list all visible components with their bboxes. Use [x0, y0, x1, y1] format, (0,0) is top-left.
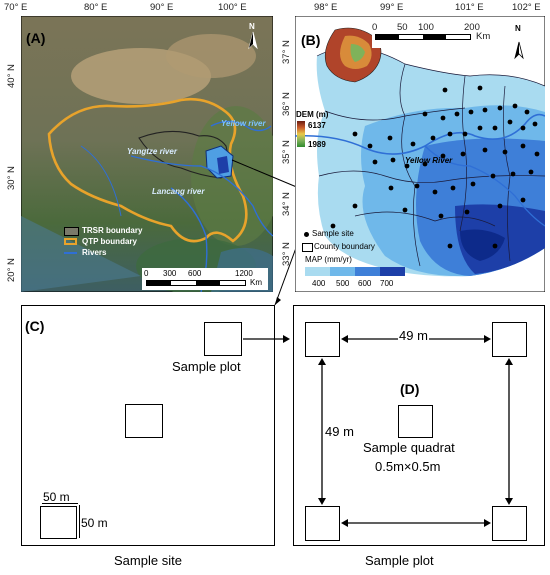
scale-unit: Km [250, 278, 262, 287]
qtp-legend-label: QTP boundary [82, 237, 137, 246]
rivers-legend-label: Rivers [82, 248, 107, 257]
scale-tick: 600 [188, 269, 202, 278]
panel-a-label: (A) [26, 30, 46, 46]
scale-tick: 0 [372, 22, 378, 33]
map-tick: 700 [380, 279, 394, 288]
dimension-height-label: 50 m [81, 516, 108, 530]
scale-tick: 0 [144, 269, 149, 278]
quadrat-box [492, 322, 527, 357]
dem-colorbar [297, 121, 305, 147]
panel-c-label: (C) [25, 318, 45, 334]
panel-b-scalebar: 0 50 100 200 Km [372, 22, 492, 48]
precip-zone-max [460, 229, 505, 261]
scale-tick: 50 [397, 22, 408, 33]
yellow-river [210, 120, 272, 132]
scale-tick: 1200 [235, 269, 253, 278]
panel-b-north-label: N [515, 24, 521, 33]
horizontal-distance-label: 49 m [398, 328, 429, 343]
north-arrow [248, 31, 258, 50]
panel-b-top-tick: 101° E [455, 2, 484, 13]
vegetation-area [191, 106, 273, 246]
panel-b-top-tick: 99° E [380, 2, 404, 13]
north-label: N [249, 22, 255, 31]
quadrat-size-label: 0.5m×0.5m [375, 459, 441, 474]
panel-a-top-tick: 70° E [4, 2, 28, 13]
panel-d-label: (D) [400, 381, 420, 397]
panel-b-top-tick: 98° E [314, 2, 338, 13]
panel-a-scalebar: 0 300 600 1200 Km [142, 268, 268, 290]
sample-site-legend-dot [304, 232, 309, 237]
panel-b-label: (B) [301, 32, 321, 48]
dem-min: 1989 [308, 140, 326, 149]
scale-unit: Km [476, 31, 491, 42]
panel-b-north-arrow [514, 41, 524, 60]
vertical-distance-label: 49 m [325, 424, 354, 439]
county-legend-swatch [302, 243, 313, 252]
panel-a-top-tick: 90° E [150, 2, 174, 13]
quadrat-box [305, 506, 340, 541]
panel-d-caption: Sample plot [365, 553, 434, 568]
quadrat-box [398, 405, 433, 438]
sample-plot-label: Sample plot [172, 359, 241, 374]
sample-plot-frame [293, 305, 545, 546]
panel-b-top-tick: 102° E [512, 2, 541, 13]
yellow-river-line [295, 113, 545, 155]
dem-inset-high [350, 44, 365, 62]
panel-c-caption: Sample site [114, 553, 182, 568]
yellow-river-label: Yellow river [221, 119, 266, 128]
quadrat-box [492, 506, 527, 541]
county-legend-label: County boundary [314, 242, 375, 251]
quadrat-box [305, 322, 340, 357]
river [80, 145, 122, 217]
dimension-width-label: 50 m [43, 490, 70, 504]
sea-area [21, 216, 141, 292]
map-colorbar [305, 267, 405, 276]
yangtze-river-label: Yangtze river [127, 147, 177, 156]
scale-bar [375, 34, 471, 40]
sample-site-legend-label: Sample site [312, 229, 354, 238]
trsr-legend-swatch [64, 227, 79, 236]
quadrat-label: Sample quadrat [363, 440, 455, 455]
map-tick: 600 [358, 279, 372, 288]
qtp-legend-swatch [64, 238, 77, 245]
trsr-legend-label: TRSR boundary [82, 226, 143, 235]
sample-plot-box [204, 322, 242, 356]
map-tick: 500 [336, 279, 350, 288]
study-area-core [217, 156, 229, 174]
scale-tick: 100 [418, 22, 434, 33]
dimension-line [79, 505, 80, 538]
sample-sites [330, 85, 540, 249]
dimension-line [42, 503, 78, 504]
scale-tick: 300 [163, 269, 177, 278]
sample-site-frame [21, 305, 275, 546]
map-tick: 400 [312, 279, 326, 288]
sample-plot-box [40, 506, 77, 539]
dem-title: DEM (m) [296, 110, 329, 119]
yangtze-river [130, 155, 273, 237]
scale-bar [146, 280, 246, 286]
connector-line [231, 159, 300, 189]
scale-tick: 200 [464, 22, 480, 33]
desert-area [166, 34, 256, 78]
dem-max: 6137 [308, 121, 326, 130]
lancang-river-label: Lancang river [152, 187, 205, 196]
sample-plot-box [125, 404, 163, 438]
rivers-legend-swatch [64, 252, 77, 254]
arrow-head [275, 297, 281, 305]
map-legend-title: MAP (mm/yr) [305, 255, 352, 264]
panel-a-top-tick: 100° E [218, 2, 247, 13]
panel-b-map [295, 16, 545, 292]
river-line [424, 145, 545, 227]
yellow-river-label: Yellow River [405, 156, 453, 165]
panel-a-top-tick: 80° E [84, 2, 108, 13]
